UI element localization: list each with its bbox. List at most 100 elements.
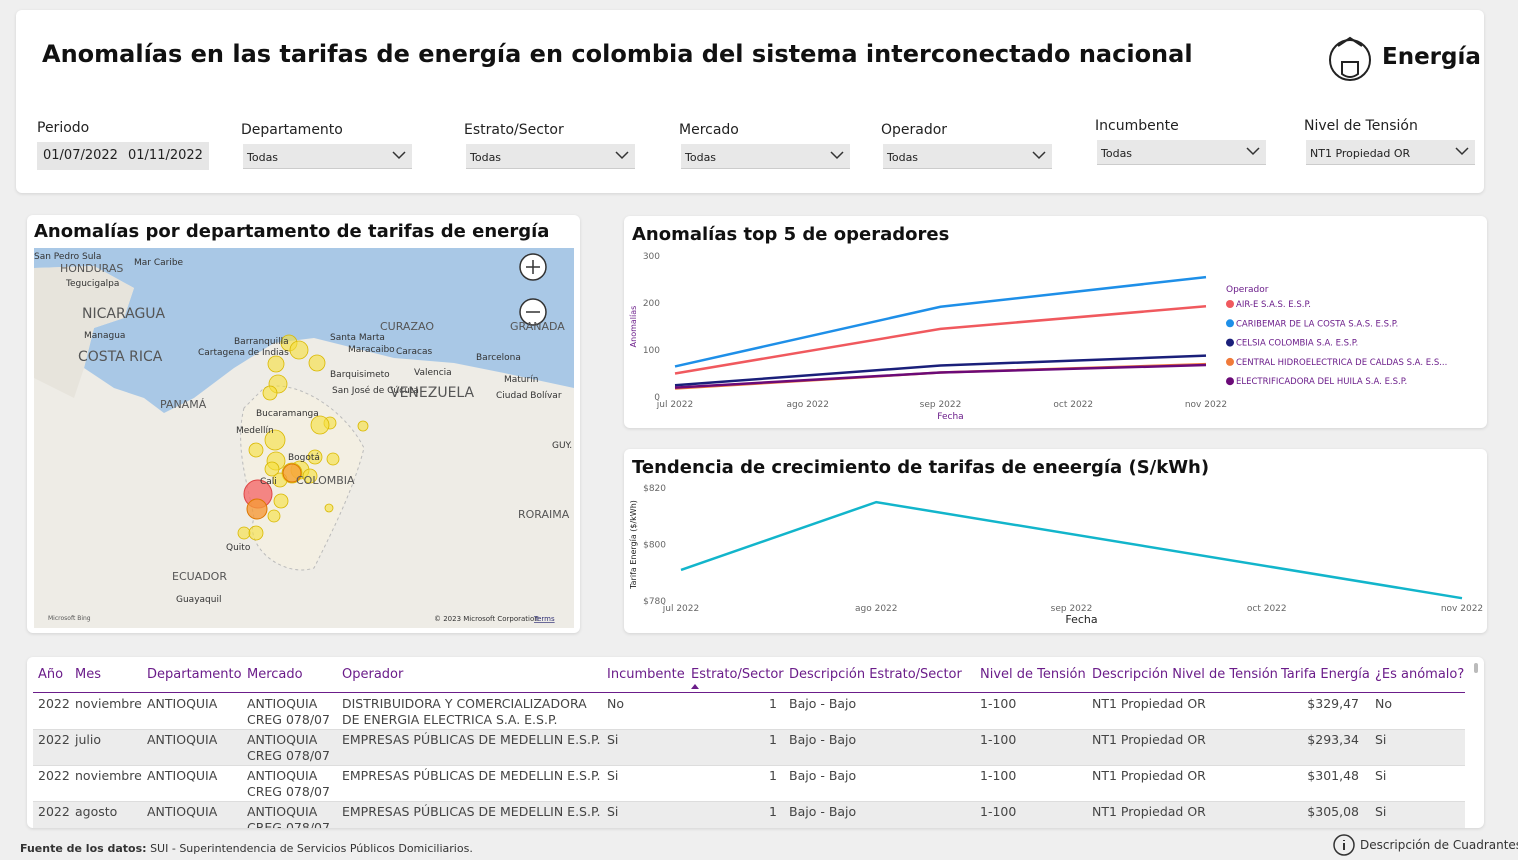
table-cell: $293,34 (1307, 732, 1359, 747)
table-row (33, 694, 1465, 730)
source: SUI - Superintendencia de Servicios Públ… (150, 842, 473, 855)
table-cell: NT1 Propiedad OR (1092, 804, 1206, 819)
date-input[interactable]: 01/11/2022 (122, 142, 209, 170)
legend-label: CARIBEMAR DE LA COSTA S.A.S. E.S.P. (1236, 319, 1398, 329)
table-cell: 1-100 (980, 696, 1017, 711)
table-cell: $305,08 (1307, 804, 1359, 819)
table-cell: julio (75, 732, 101, 747)
column-header: Descripción Estrato/Sector (789, 667, 962, 682)
line (674, 305, 1207, 375)
table-cell: ANTIOQUIA (147, 732, 218, 747)
column-header: Descripción Nivel de Tensión (1092, 667, 1278, 682)
map-label: Barcelona (476, 353, 521, 363)
table-cell: ANTIOQUIA (147, 696, 218, 711)
logo-emblem (1329, 36, 1371, 81)
filter-label: Estrato/Sector (464, 122, 564, 138)
table-cell: NT1 Propiedad OR (1092, 732, 1206, 747)
y-tick-label: 100 (643, 346, 660, 356)
column-header: Año (38, 667, 64, 682)
line (674, 363, 1207, 389)
map-label: Valencia (414, 368, 452, 378)
filter-label: Incumbente (1095, 118, 1179, 134)
table-row (33, 730, 1465, 766)
y-tick-label: $800 (643, 541, 666, 551)
table-cell: ANTIOQUIA CREG 078/07 (247, 804, 330, 828)
bubble (267, 509, 281, 523)
table-card: Año Mes Departamento Mercado Operador Incumbe… (27, 657, 1484, 828)
x-tick-label: oct 2022 (1053, 400, 1093, 410)
filter-label: Periodo (37, 120, 90, 136)
land-ca (34, 266, 134, 398)
dropdown[interactable]: Todas (243, 144, 412, 169)
map-card: Anomalías por departamento de tarifas de… (27, 215, 580, 633)
map-label: COLOMBIA (296, 474, 355, 487)
x-tick-label: jul 2022 (662, 604, 699, 614)
help-link[interactable]: Descripción de Cuadrantes (1360, 838, 1518, 852)
bubble (248, 525, 264, 541)
table-cell: 1-100 (980, 804, 1017, 819)
dropdown[interactable]: NT1 Propiedad OR (1306, 140, 1475, 165)
map-label: Managua (84, 331, 125, 341)
bubble (326, 452, 340, 466)
x-axis-label: Fecha (1065, 613, 1097, 626)
date-input[interactable]: 01/07/2022 (37, 142, 124, 170)
table-cell: Si (607, 804, 619, 819)
dropdown[interactable]: Todas (466, 144, 635, 169)
bubble (289, 340, 309, 360)
table-cell: 2022 (38, 768, 70, 783)
bubble (273, 493, 289, 509)
map-label: Bogotá (288, 453, 320, 463)
map-label: Barranquilla (234, 337, 289, 347)
bubble (264, 461, 280, 477)
bubble (264, 429, 286, 451)
map-label: Cali (260, 477, 277, 487)
map[interactable]: Microsoft Bing © 2023 Microsoft Corporat… (34, 248, 574, 628)
map-label: San José de Cúcuta (332, 385, 419, 396)
y-axis-label: Anomalías (629, 306, 638, 348)
dropdown[interactable]: Todas (681, 144, 850, 169)
legend-label: AIR-E S.A.S. E.S.P. (1236, 300, 1311, 310)
table-row (33, 802, 1465, 828)
y-tick-label: 300 (643, 252, 660, 262)
info-icon[interactable] (1333, 834, 1355, 856)
dropdown[interactable]: Todas (883, 144, 1052, 169)
map-brand: Microsoft Bing (48, 615, 91, 622)
table-cell: 1 (769, 804, 777, 819)
table-cell: 1-100 (980, 732, 1017, 747)
x-tick-label: jul 2022 (656, 400, 693, 410)
map-label: San Pedro Sula (34, 252, 101, 262)
bubble (262, 385, 278, 401)
map-label: Bucaramanga (256, 409, 319, 419)
dropdown[interactable]: Todas (1097, 140, 1266, 165)
chart-title: Anomalías top 5 de operadores (632, 224, 949, 245)
line (674, 275, 1207, 368)
legend-swatch (1226, 319, 1234, 328)
table-cell: 2022 (38, 804, 70, 819)
bubble (310, 415, 330, 435)
footer-source: Fuente de los datos: SUI - Superintenden… (20, 842, 473, 855)
table-cell: 1-100 (980, 768, 1017, 783)
chart-card: Anomalías top 5 de operadores 0 100 200 300 j… (624, 216, 1487, 428)
header-card: Anomalías en las tarifas de energía en c… (16, 10, 1484, 193)
dropdown-value: Todas (470, 151, 502, 164)
table-cell: Bajo - Bajo (789, 732, 857, 747)
map-label: Mar Caribe (134, 258, 184, 268)
y-tick-label: 200 (643, 299, 660, 309)
chart-card: Tendencia de crecimiento de tarifas de e… (624, 449, 1487, 633)
filter-label: Mercado (679, 122, 739, 138)
map-terms[interactable]: Terms (533, 615, 555, 623)
table-cell: Si (1375, 732, 1387, 747)
legend-swatch (1226, 338, 1234, 347)
x-tick-label: oct 2022 (1247, 604, 1287, 614)
map-label: GUY. (552, 441, 572, 451)
filter-label: Operador (881, 122, 948, 138)
sort-icon (691, 684, 699, 689)
table-cell: Bajo - Bajo (789, 696, 857, 711)
legend-swatch (1226, 377, 1234, 386)
scrollbar[interactable] (1474, 663, 1478, 673)
x-tick-label: sep 2022 (920, 400, 962, 410)
map-label: RORAIMA (518, 508, 570, 521)
x-tick-label: nov 2022 (1185, 400, 1227, 410)
table-cell: 1 (769, 732, 777, 747)
table-cell: noviembre (75, 696, 142, 711)
